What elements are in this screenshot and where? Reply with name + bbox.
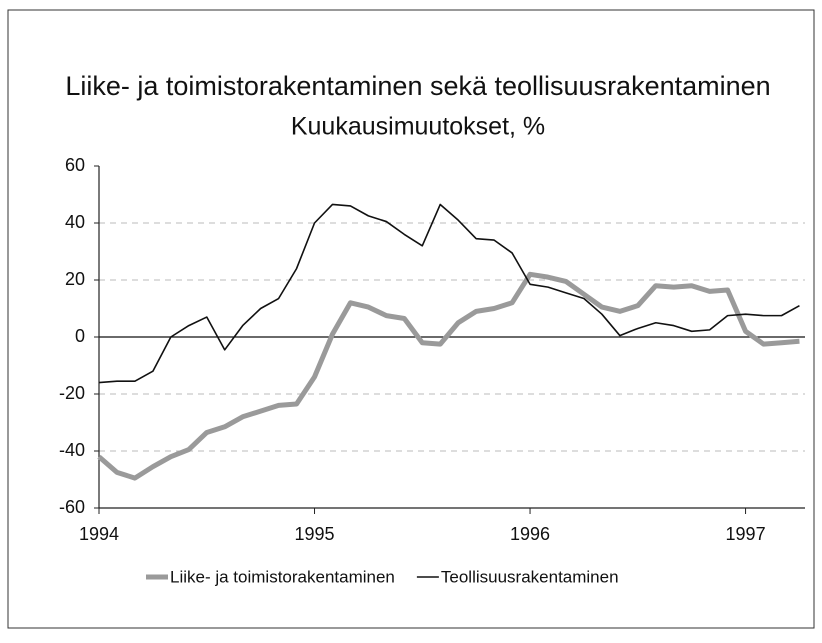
series-line [98, 203, 800, 384]
x-tick-label: 1994 [79, 524, 119, 544]
x-tick-label: 1995 [294, 524, 334, 544]
chart-subtitle: Kuukausimuutokset, % [291, 113, 545, 141]
x-tick-label: 1996 [510, 524, 550, 544]
y-tick-label: -60 [59, 497, 85, 517]
y-tick-label: -40 [59, 440, 85, 460]
y-tick-label: 60 [65, 155, 85, 175]
frame [7, 9, 815, 629]
series-line [97, 271, 800, 481]
chart-title: Liike- ja toimistorakentaminen sekä teol… [65, 71, 770, 101]
x-tick-label: 1997 [726, 524, 766, 544]
legend-label: Liike- ja toimistorakentaminen [170, 567, 395, 586]
y-tick-label: 40 [65, 212, 85, 232]
y-tick-label: 0 [75, 326, 85, 346]
legend-label: Teollisuusrakentaminen [441, 567, 619, 586]
y-tick-label: 20 [65, 269, 85, 289]
y-tick-label: -20 [59, 383, 85, 403]
